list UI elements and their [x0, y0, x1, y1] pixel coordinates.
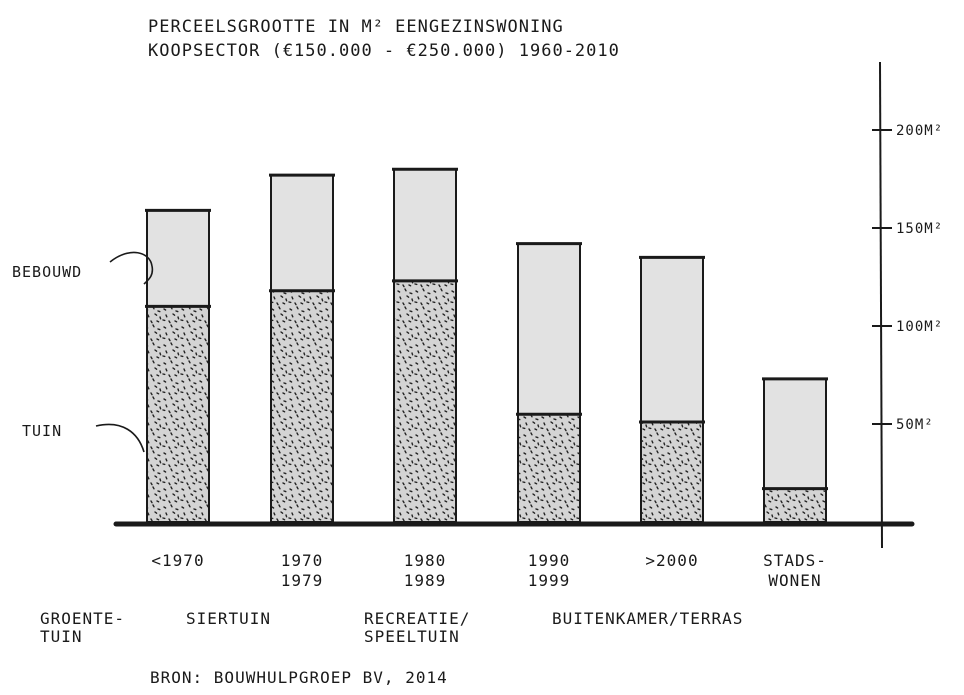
bar-tuin-0 [146, 305, 210, 523]
bar-bebouwd-3 [517, 242, 581, 416]
y-tick-label-3: 200M² [896, 123, 943, 139]
bar-tuin-3 [517, 413, 581, 524]
y-axis-ticks: 50M² 100M² 150M² 200M² [872, 123, 943, 433]
group-label-2-0: RECREATIE/ [364, 609, 470, 628]
legend-label-tuin: TUIN [22, 422, 62, 440]
x-tick-label-2-1: 1989 [404, 571, 447, 590]
bar-bebouwd-2 [393, 168, 457, 282]
x-tick-label-3-1: 1999 [528, 571, 571, 590]
bars-layer [145, 167, 828, 524]
bar-bebouwd-0 [146, 209, 210, 308]
bar-tuin-2 [393, 279, 457, 524]
bar-bebouwd-1 [270, 174, 334, 292]
legend-label-bebouwd: BEBOUWD [12, 263, 82, 281]
x-tick-label-4-0: >2000 [645, 551, 698, 570]
y-tick-label-2: 150M² [896, 221, 943, 237]
bar-bebouwd-4 [640, 256, 704, 424]
x-tick-label-0-0: <1970 [151, 551, 204, 570]
bar-tuin-5 [763, 487, 827, 523]
x-tick-label-3-0: 1990 [528, 551, 571, 570]
chart-title-line-1: PERCEELSGROOTTE IN M² EENGEZINSWONING [148, 17, 564, 37]
bar-tuin-1 [270, 289, 334, 523]
bar-bebouwd-5 [763, 377, 827, 490]
x-tick-label-1-0: 1970 [281, 551, 324, 570]
x-tick-label-2-0: 1980 [404, 551, 447, 570]
y-tick-label-1: 100M² [896, 319, 943, 335]
bar-tuin-4 [640, 421, 704, 524]
legend-leader-tuin [95, 423, 145, 453]
group-label-2-1: SPEELTUIN [364, 627, 460, 646]
x-tick-label-5-1: WONEN [768, 571, 821, 590]
group-label-1-0: SIERTUIN [186, 609, 271, 628]
x-tick-label-1-1: 1979 [281, 571, 324, 590]
group-label-0-0: GROENTE- [40, 609, 125, 628]
group-label-0-1: TUIN [40, 627, 83, 646]
group-label-3-0: BUITENKAMER/TERRAS [552, 609, 743, 628]
chart-title-line-2: KOOPSECTOR (€150.000 - €250.000) 1960-20… [148, 41, 620, 61]
x-tick-label-5-0: STADS- [763, 551, 827, 570]
y-axis-line [879, 61, 883, 549]
garden-type-labels: GROENTE-TUIN SIERTUIN RECREATIE/SPEELTUIN B… [40, 609, 743, 646]
source-note: BRON: BOUWHULPGROEP BV, 2014 [150, 668, 448, 687]
legend-leader-bebouwd [109, 251, 154, 285]
y-tick-label-0: 50M² [896, 417, 934, 433]
